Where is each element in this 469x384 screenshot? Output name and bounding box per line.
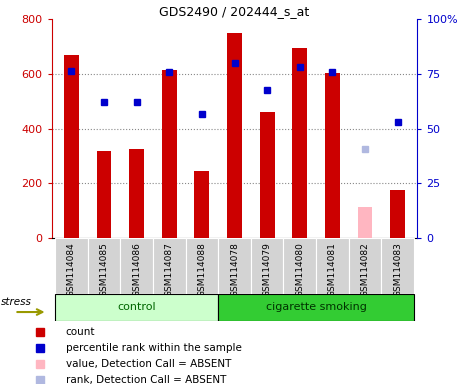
Bar: [381, 238, 414, 294]
Text: stress: stress: [1, 297, 32, 307]
Text: GSM114088: GSM114088: [197, 242, 206, 297]
Bar: [358, 207, 372, 238]
Text: value, Detection Call = ABSENT: value, Detection Call = ABSENT: [66, 359, 231, 369]
Bar: [55, 238, 88, 294]
Text: GSM114085: GSM114085: [99, 242, 108, 297]
Text: percentile rank within the sample: percentile rank within the sample: [66, 343, 242, 353]
Text: GSM114086: GSM114086: [132, 242, 141, 297]
Text: rank, Detection Call = ABSENT: rank, Detection Call = ABSENT: [66, 374, 226, 384]
Text: GSM114084: GSM114084: [67, 242, 76, 297]
Bar: [97, 151, 111, 238]
Bar: [283, 238, 316, 294]
Bar: [325, 73, 340, 238]
Text: GSM114082: GSM114082: [361, 242, 370, 297]
Bar: [227, 33, 242, 238]
Bar: [64, 55, 78, 238]
Bar: [349, 238, 381, 294]
Text: GSM114087: GSM114087: [165, 242, 174, 297]
Bar: [218, 238, 251, 294]
Bar: [55, 294, 218, 321]
Text: GSM114080: GSM114080: [295, 242, 304, 297]
Bar: [186, 238, 218, 294]
Text: GSM114079: GSM114079: [263, 242, 272, 297]
Bar: [391, 190, 405, 238]
Bar: [88, 238, 120, 294]
Bar: [120, 238, 153, 294]
Text: cigarette smoking: cigarette smoking: [266, 302, 367, 312]
Title: GDS2490 / 202444_s_at: GDS2490 / 202444_s_at: [159, 5, 310, 18]
Bar: [218, 294, 414, 321]
Bar: [293, 48, 307, 238]
Bar: [316, 238, 349, 294]
Text: GSM114078: GSM114078: [230, 242, 239, 297]
Bar: [129, 149, 144, 238]
Bar: [251, 238, 283, 294]
Bar: [153, 238, 186, 294]
Bar: [162, 70, 176, 238]
Text: control: control: [117, 302, 156, 312]
Bar: [260, 112, 274, 238]
Text: GSM114083: GSM114083: [393, 242, 402, 297]
Text: GSM114081: GSM114081: [328, 242, 337, 297]
Bar: [195, 171, 209, 238]
Text: count: count: [66, 327, 95, 337]
